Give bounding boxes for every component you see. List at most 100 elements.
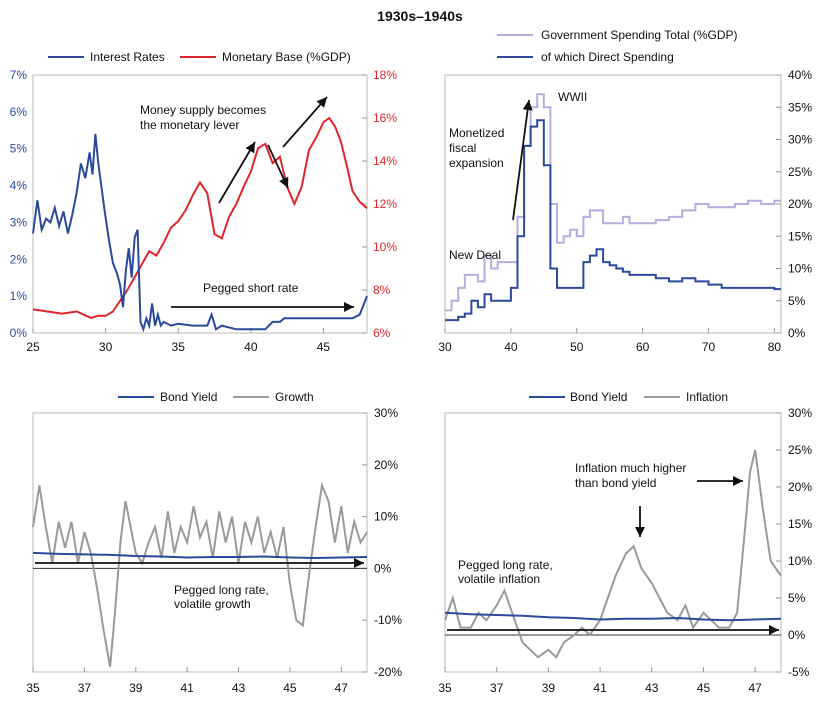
p3-right-tick-label: -20% [374, 665, 402, 679]
p3-series-growth [32, 481, 368, 667]
p2-x-tick-label: 40 [504, 340, 518, 354]
p2-x-tick-label: 50 [570, 340, 584, 354]
page-title: 1930s–1940s [377, 8, 463, 24]
p4-right-tick-label: 5% [788, 591, 806, 605]
p3-annotation: Pegged long rate, [174, 583, 269, 597]
p4-right-tick-label: 30% [788, 406, 812, 420]
p1-right-tick-label: 12% [373, 197, 397, 211]
p2-right-tick-label: 20% [788, 197, 812, 211]
p1-legend-interest: Interest Rates [90, 50, 165, 64]
p2-right-tick-label: 0% [788, 326, 806, 340]
p4-right-tick-label: 15% [788, 517, 812, 531]
p3-right-tick-label: 30% [374, 406, 398, 420]
p1-left-tick-label: 2% [10, 252, 28, 266]
p4-x-tick-label: 47 [748, 681, 762, 695]
p2-x-tick-label: 60 [636, 340, 650, 354]
p1-x-tick-label: 25 [26, 340, 40, 354]
p4-annotation: Inflation much higher [575, 461, 686, 475]
p2-right-tick-label: 40% [788, 68, 812, 82]
p4-arrow-down-head [635, 527, 645, 537]
p3-x-tick-label: 45 [283, 681, 297, 695]
p3-arrow-head [354, 558, 364, 568]
p1-right-tick-label: 10% [373, 240, 397, 254]
p1-left-tick-label: 3% [10, 215, 28, 229]
panel3-frame [32, 412, 368, 673]
p1-arrow-up1 [218, 141, 256, 204]
p4-annotation: than bond yield [575, 476, 656, 490]
p1-left-tick-label: 4% [10, 179, 28, 193]
p1-left-tick-label: 5% [10, 142, 28, 156]
p1-arrow-down-head [279, 176, 289, 188]
p1-series-monetary-base [32, 116, 368, 319]
p3-x-tick-label: 39 [129, 681, 143, 695]
p4-x-tick-label: 37 [490, 681, 504, 695]
p4-legend-inflation: Inflation [686, 390, 728, 404]
p4-x-tick-label: 39 [542, 681, 556, 695]
p3-x-tick-label: 43 [232, 681, 246, 695]
p1-left-tick-label: 6% [10, 105, 28, 119]
p2-x-tick-label: 30 [438, 340, 452, 354]
p2-arrow-head [522, 100, 533, 111]
p2-annotation: expansion [449, 156, 504, 170]
p3-right-tick-label: 0% [374, 561, 392, 575]
p2-legend-total: Government Spending Total (%GDP) [541, 28, 738, 42]
p2-annotation: WWII [558, 90, 587, 104]
p2-x-tick-label: 80 [768, 340, 782, 354]
p3-right-tick-label: 10% [374, 510, 398, 524]
panel4-frame [444, 412, 782, 673]
p2-series-total [445, 93, 781, 312]
p1-series-interest-rates [32, 133, 368, 333]
p2-annotation: Monetized [449, 126, 504, 140]
p4-x-tick-label: 45 [697, 681, 711, 695]
p4-right-tick-label: -5% [788, 665, 810, 679]
p1-right-tick-label: 16% [373, 111, 397, 125]
p3-right-tick-label: -10% [374, 613, 402, 627]
p2-annotation: New Deal [449, 248, 501, 262]
panel2-frame [444, 74, 782, 334]
p2-right-tick-label: 10% [788, 262, 812, 276]
p3-x-tick-label: 35 [26, 681, 40, 695]
p4-arrow-pegged-head [769, 625, 779, 635]
p1-right-tick-label: 6% [373, 326, 391, 340]
p2-annotation: fiscal [449, 141, 476, 155]
p3-legend-bond: Bond Yield [160, 390, 217, 404]
p1-x-tick-label: 30 [99, 340, 113, 354]
p1-right-tick-label: 18% [373, 68, 397, 82]
p4-x-tick-label: 35 [438, 681, 452, 695]
p4-x-tick-label: 43 [645, 681, 659, 695]
p1-annotation: Pegged short rate [203, 281, 299, 295]
p3-x-tick-label: 37 [78, 681, 92, 695]
p1-arrow-pegged-head [344, 302, 354, 312]
p1-x-tick-label: 40 [244, 340, 258, 354]
p2-right-tick-label: 5% [788, 294, 806, 308]
p2-x-tick-label: 70 [702, 340, 716, 354]
p4-right-tick-label: 20% [788, 480, 812, 494]
p4-legend-bond: Bond Yield [570, 390, 627, 404]
p4-right-tick-label: 10% [788, 554, 812, 568]
p2-right-tick-label: 35% [788, 100, 812, 114]
p1-annotation: Money supply becomes [140, 103, 266, 117]
p1-left-tick-label: 1% [10, 289, 28, 303]
p4-right-tick-label: 0% [788, 628, 806, 642]
p3-x-tick-label: 47 [335, 681, 349, 695]
p1-arrow-up2-head [316, 97, 327, 108]
p4-annotation: Pegged long rate, [458, 558, 553, 572]
p2-legend-direct: of which Direct Spending [541, 50, 674, 64]
p3-right-tick-label: 20% [374, 458, 398, 472]
p4-x-tick-label: 41 [593, 681, 607, 695]
p3-legend-growth: Growth [275, 390, 314, 404]
p4-annotation: volatile inflation [458, 572, 540, 586]
p1-left-tick-label: 0% [10, 326, 28, 340]
p2-right-tick-label: 30% [788, 133, 812, 147]
p3-x-tick-label: 41 [180, 681, 194, 695]
p2-series-direct [445, 119, 781, 322]
p1-x-tick-label: 35 [172, 340, 186, 354]
p4-series-inflation [444, 449, 782, 659]
p1-legend-base: Monetary Base (%GDP) [222, 50, 351, 64]
p1-x-tick-label: 45 [317, 340, 331, 354]
p2-right-tick-label: 25% [788, 165, 812, 179]
p4-arrow-right-head [733, 476, 743, 486]
p1-arrow-up2 [282, 96, 328, 148]
p1-annotation: the monetary lever [140, 118, 239, 132]
